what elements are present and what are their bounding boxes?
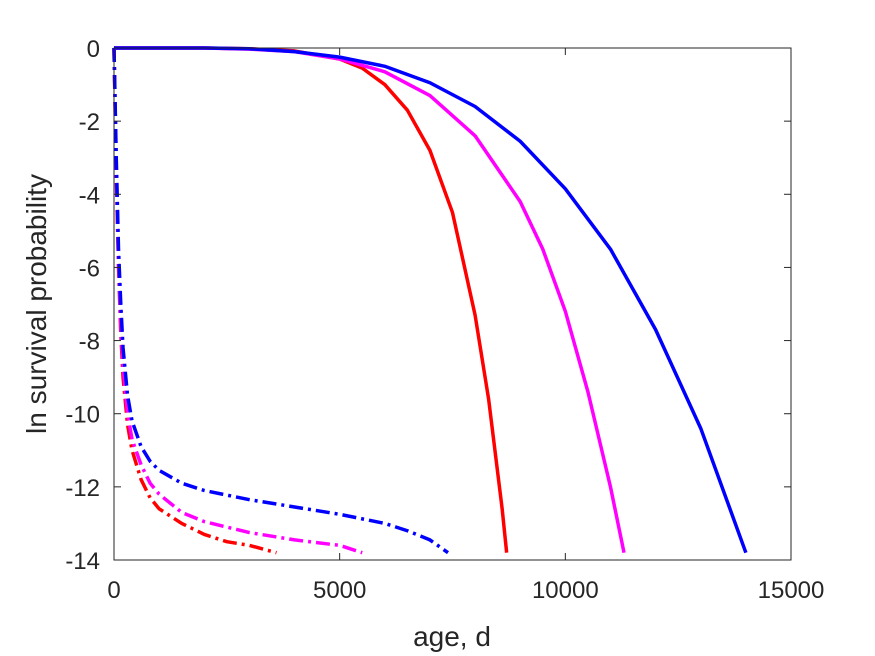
- series-line-3: [114, 46, 748, 554]
- y-tick-label: -14: [65, 548, 100, 575]
- y-tick-label: -4: [79, 182, 100, 209]
- y-axis-ticks: 0 -2 -4 -6 -8 -10 -12 -14: [65, 36, 791, 575]
- y-tick-label: -10: [65, 402, 100, 429]
- y-tick-label: -8: [79, 329, 100, 356]
- y-tick-label: 0: [87, 36, 100, 63]
- x-tick-label: 0: [107, 577, 120, 604]
- x-tick-label: 5000: [313, 577, 366, 604]
- x-tick-label: 10000: [532, 577, 599, 604]
- x-axis-label: age, d: [413, 621, 491, 652]
- y-axis-label: ln survival probability: [21, 174, 52, 434]
- series-line-6: [112, 47, 450, 555]
- y-tick-label: -12: [65, 475, 100, 502]
- x-tick-label: 15000: [758, 577, 825, 604]
- series-line-4: [112, 47, 277, 555]
- plot-background: [114, 48, 791, 560]
- series-layer: [112, 46, 748, 555]
- plot-frame: [113, 47, 792, 561]
- x-axis-ticks: 0 5000 10000 15000: [107, 48, 824, 604]
- y-tick-label: -2: [79, 109, 100, 136]
- y-tick-label: -6: [79, 255, 100, 282]
